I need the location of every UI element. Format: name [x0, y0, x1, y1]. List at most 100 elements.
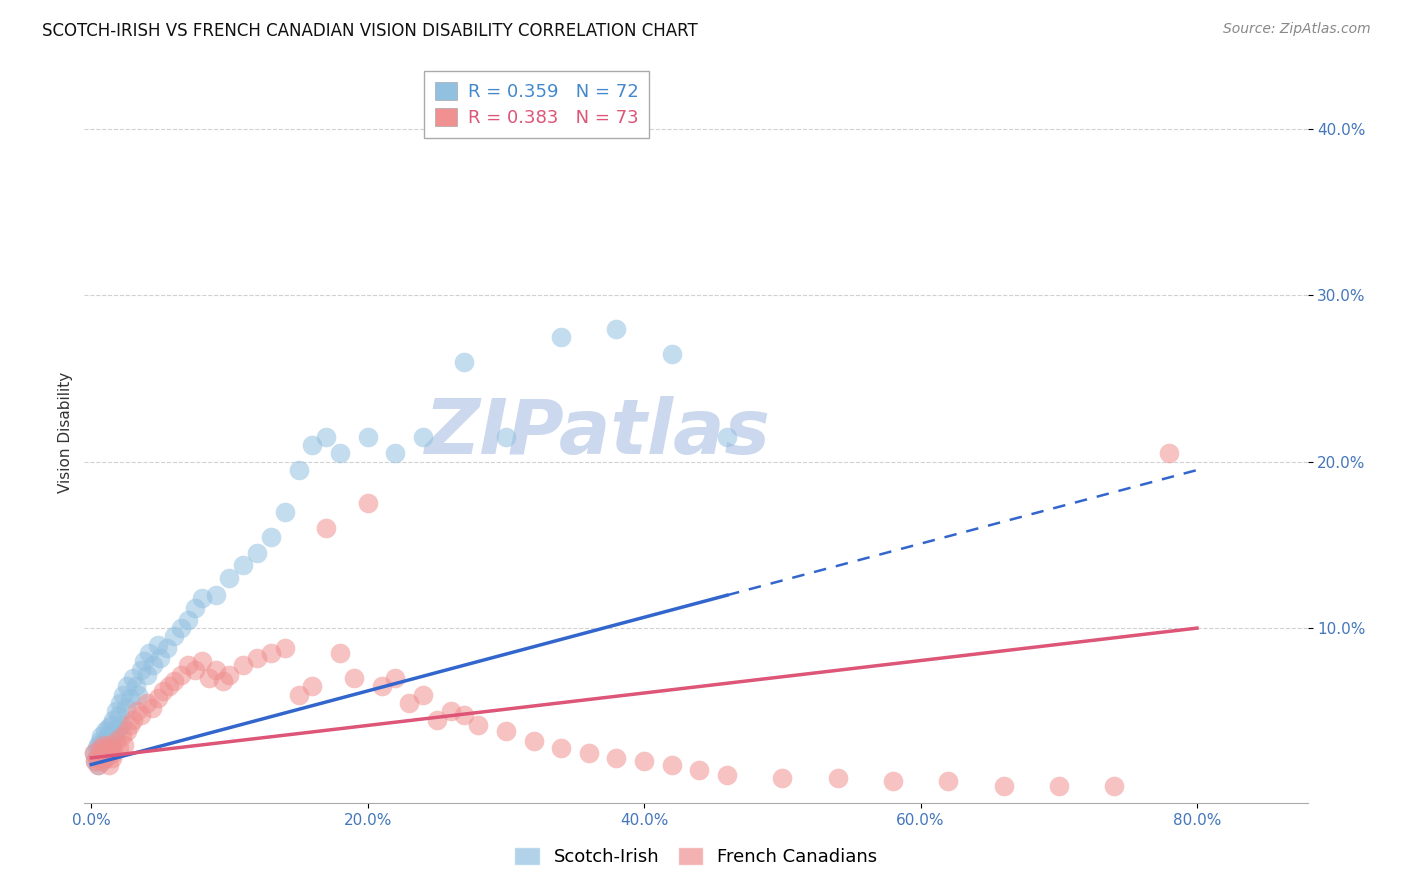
- Point: [315, 430, 337, 444]
- Point: [97, 721, 120, 735]
- Point: [384, 671, 406, 685]
- Point: [97, 740, 120, 755]
- Point: [495, 724, 517, 739]
- Point: [287, 463, 309, 477]
- Point: [246, 651, 269, 665]
- Point: [218, 571, 240, 585]
- Point: [103, 713, 125, 727]
- Point: [301, 438, 323, 452]
- Point: [315, 521, 337, 535]
- Point: [232, 657, 254, 672]
- Point: [125, 704, 148, 718]
- Point: [96, 740, 118, 755]
- Point: [426, 713, 449, 727]
- Point: [605, 751, 627, 765]
- Point: [87, 757, 110, 772]
- Point: [104, 729, 127, 743]
- Point: [177, 613, 200, 627]
- Point: [105, 734, 128, 748]
- Point: [127, 688, 149, 702]
- Point: [132, 654, 155, 668]
- Point: [111, 717, 134, 731]
- Point: [93, 738, 115, 752]
- Point: [770, 771, 793, 785]
- Point: [163, 674, 186, 689]
- Point: [163, 629, 186, 643]
- Point: [1047, 779, 1070, 793]
- Point: [100, 738, 122, 752]
- Point: [91, 754, 114, 768]
- Point: [204, 663, 226, 677]
- Point: [495, 430, 517, 444]
- Point: [936, 774, 959, 789]
- Point: [170, 667, 193, 681]
- Point: [96, 746, 118, 760]
- Point: [114, 701, 136, 715]
- Point: [107, 721, 129, 735]
- Text: Source: ZipAtlas.com: Source: ZipAtlas.com: [1223, 22, 1371, 37]
- Point: [453, 707, 475, 722]
- Point: [343, 671, 366, 685]
- Point: [114, 738, 136, 752]
- Point: [993, 779, 1015, 793]
- Point: [197, 671, 219, 685]
- Point: [141, 701, 163, 715]
- Point: [184, 663, 207, 677]
- Point: [177, 657, 200, 672]
- Point: [152, 684, 174, 698]
- Point: [882, 774, 904, 789]
- Point: [605, 321, 627, 335]
- Point: [86, 751, 108, 765]
- Point: [101, 724, 124, 739]
- Point: [91, 740, 114, 755]
- Point: [398, 696, 420, 710]
- Point: [274, 505, 297, 519]
- Point: [688, 763, 710, 777]
- Point: [384, 446, 406, 460]
- Point: [260, 530, 283, 544]
- Point: [98, 757, 121, 772]
- Point: [105, 704, 128, 718]
- Point: [156, 641, 179, 656]
- Point: [94, 751, 117, 765]
- Point: [108, 740, 131, 755]
- Point: [260, 646, 283, 660]
- Point: [89, 740, 111, 755]
- Point: [90, 751, 112, 765]
- Point: [87, 757, 110, 772]
- Point: [370, 679, 392, 693]
- Point: [661, 346, 683, 360]
- Point: [827, 771, 849, 785]
- Point: [118, 717, 141, 731]
- Point: [135, 696, 157, 710]
- Point: [716, 767, 738, 781]
- Point: [412, 430, 434, 444]
- Point: [578, 746, 600, 760]
- Point: [129, 707, 152, 722]
- Point: [101, 740, 124, 755]
- Point: [112, 688, 135, 702]
- Point: [467, 717, 489, 731]
- Point: [149, 651, 172, 665]
- Point: [93, 734, 115, 748]
- Point: [108, 707, 131, 722]
- Point: [89, 734, 111, 748]
- Point: [232, 558, 254, 572]
- Point: [84, 754, 107, 768]
- Point: [86, 751, 108, 765]
- Point: [146, 690, 169, 705]
- Point: [329, 446, 352, 460]
- Point: [91, 754, 114, 768]
- Point: [453, 355, 475, 369]
- Point: [94, 751, 117, 765]
- Point: [146, 638, 169, 652]
- Point: [716, 430, 738, 444]
- Point: [246, 546, 269, 560]
- Point: [191, 654, 214, 668]
- Point: [138, 646, 160, 660]
- Point: [157, 679, 180, 693]
- Point: [522, 734, 544, 748]
- Point: [211, 674, 233, 689]
- Point: [204, 588, 226, 602]
- Point: [274, 641, 297, 656]
